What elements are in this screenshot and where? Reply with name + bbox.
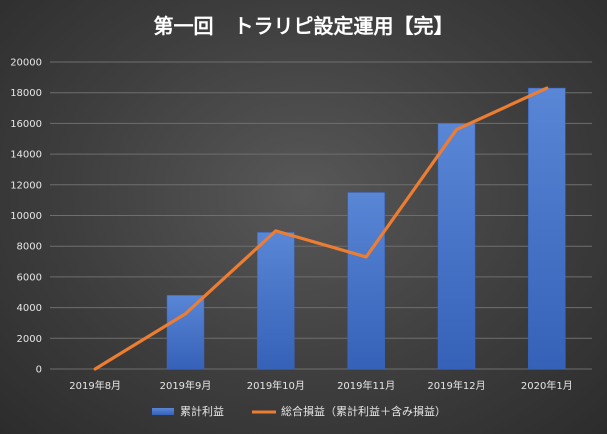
- y-tick-label: 2000: [17, 334, 42, 345]
- y-tick-label: 12000: [10, 180, 42, 191]
- bar: [166, 295, 205, 370]
- y-tick-label: 8000: [17, 242, 42, 253]
- y-tick-label: 6000: [17, 272, 42, 283]
- bar: [528, 87, 566, 370]
- legend-swatch-bar: [152, 408, 174, 415]
- y-tick-label: 4000: [17, 303, 42, 314]
- x-tick-label: 2019年8月: [69, 379, 121, 392]
- x-tick-label: 2019年11月: [337, 379, 395, 392]
- x-tick-label: 2019年9月: [160, 379, 212, 392]
- x-tick-label: 2020年1月: [521, 379, 573, 392]
- legend-label: 累計利益: [180, 404, 224, 418]
- x-tick-label: 2019年10月: [247, 379, 305, 392]
- y-tick-label: 10000: [10, 211, 42, 222]
- bar: [257, 232, 295, 370]
- bar: [347, 192, 385, 370]
- chart-title: 第一回 トラリピ設定運用【完】: [154, 14, 454, 38]
- y-tick-label: 0: [36, 365, 42, 376]
- y-tick-label: 20000: [10, 58, 42, 69]
- bar: [437, 123, 476, 370]
- y-tick-label: 14000: [10, 150, 42, 161]
- y-tick-label: 18000: [10, 88, 42, 99]
- y-tick-label: 16000: [10, 119, 42, 130]
- x-tick-label: 2019年12月: [427, 379, 485, 392]
- legend-label: 総合損益（累計利益＋含み損益）: [281, 404, 446, 418]
- line-series: [93, 86, 549, 371]
